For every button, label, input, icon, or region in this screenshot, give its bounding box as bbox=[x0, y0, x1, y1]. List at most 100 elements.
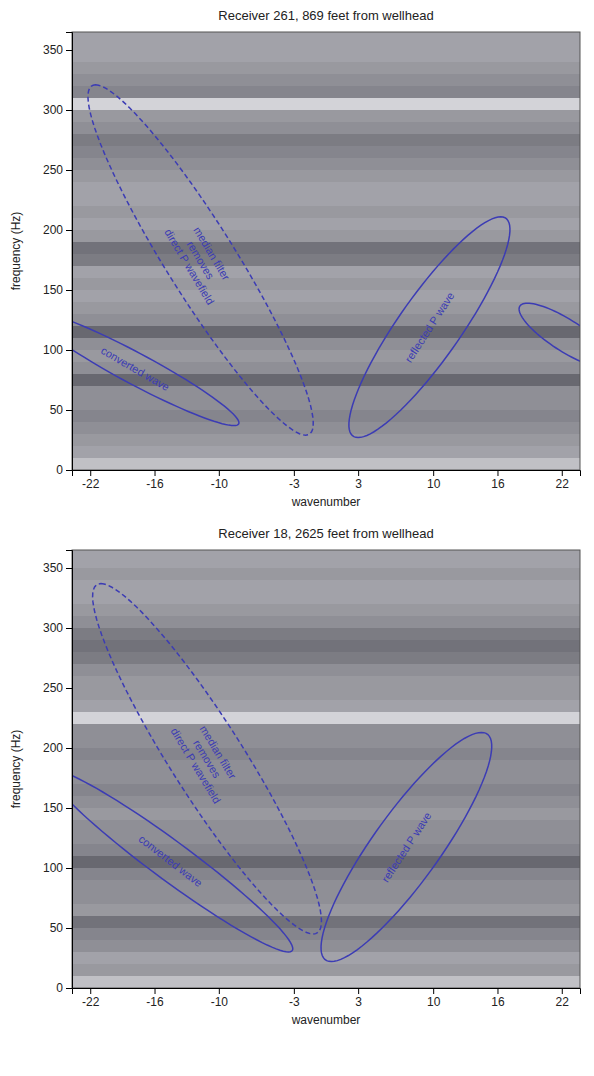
heat-row bbox=[72, 796, 580, 808]
x-tick-mark bbox=[294, 470, 295, 476]
y-tick-label: 0 bbox=[56, 463, 63, 477]
heat-row bbox=[72, 952, 580, 964]
heat-row bbox=[72, 568, 580, 580]
x-axis-title: wavenumber bbox=[291, 1013, 361, 1027]
heat-row bbox=[72, 338, 580, 350]
heat-row bbox=[72, 182, 580, 194]
x-tick-label: -16 bbox=[146, 477, 164, 491]
heat-row bbox=[72, 242, 580, 254]
heat-row bbox=[72, 326, 580, 338]
x-tick-mark bbox=[90, 470, 91, 476]
y-tick-mark bbox=[66, 568, 72, 569]
y-tick: 350 bbox=[43, 561, 72, 575]
annotation-text: reflected P wave bbox=[402, 290, 456, 365]
y-tick: 150 bbox=[43, 801, 72, 815]
y-tick-mark bbox=[66, 808, 72, 809]
x-tick-mark bbox=[433, 988, 434, 994]
x-tick: -16 bbox=[146, 470, 164, 491]
x-tick-label: 22 bbox=[556, 477, 570, 491]
y-tick-mark bbox=[66, 290, 72, 291]
heat-row bbox=[72, 146, 580, 158]
heat-row bbox=[72, 302, 580, 314]
ellipse-label: converted wave bbox=[136, 832, 204, 889]
x-tick-label: -16 bbox=[146, 995, 164, 1009]
x-tick-label: 16 bbox=[491, 477, 505, 491]
y-tick: 50 bbox=[50, 403, 72, 417]
annotation-text: reflected P wave bbox=[379, 810, 433, 884]
heat-row bbox=[72, 904, 580, 916]
ellipse bbox=[88, 85, 313, 435]
heat-row bbox=[72, 110, 580, 122]
heat-row bbox=[72, 580, 580, 592]
heat-row bbox=[72, 434, 580, 446]
ellipse bbox=[519, 303, 580, 368]
x-tick: -22 bbox=[82, 988, 100, 1009]
ellipse bbox=[72, 770, 293, 952]
x-tick-label: 22 bbox=[556, 995, 570, 1009]
x-axis: -22-16-10-33101622 bbox=[73, 470, 581, 491]
heat-row bbox=[72, 194, 580, 206]
y-tick-label: 250 bbox=[43, 163, 63, 177]
y-axis-title: frequency (Hz) bbox=[9, 730, 23, 809]
heat-row bbox=[72, 856, 580, 868]
x-tick-label: -3 bbox=[289, 477, 300, 491]
x-tick-mark bbox=[155, 470, 156, 476]
x-tick: 10 bbox=[427, 470, 441, 491]
x-tick: -3 bbox=[289, 470, 300, 491]
y-axis: 050100150200250300350 bbox=[43, 551, 73, 996]
x-tick: 22 bbox=[556, 988, 570, 1009]
x-tick-mark bbox=[358, 988, 359, 994]
y-tick-mark bbox=[66, 988, 72, 989]
y-tick: 50 bbox=[50, 921, 72, 935]
heat-row bbox=[72, 808, 580, 820]
x-tick-mark bbox=[358, 470, 359, 476]
x-tick-mark bbox=[90, 988, 91, 994]
ellipse bbox=[72, 312, 239, 426]
heat-row bbox=[72, 748, 580, 760]
x-tick-label: 16 bbox=[491, 995, 505, 1009]
ellipse-label: reflected P wave bbox=[379, 810, 433, 884]
figure: median filterremovesdirect P wavefield co… bbox=[0, 0, 594, 1076]
plot-area bbox=[72, 550, 580, 988]
y-tick-label: 350 bbox=[43, 43, 63, 57]
x-tick-label: 10 bbox=[427, 995, 441, 1009]
y-axis-line bbox=[66, 33, 73, 471]
y-tick: 300 bbox=[43, 621, 72, 635]
panel: median filterremovesdirect P wavefield co… bbox=[9, 526, 581, 1027]
heat-row bbox=[72, 928, 580, 940]
y-tick-mark bbox=[66, 170, 72, 171]
heat-row bbox=[72, 50, 580, 62]
ellipse bbox=[321, 732, 492, 961]
ellipse bbox=[93, 584, 322, 934]
annotation-text: direct P wavefield bbox=[169, 726, 224, 806]
chart-title: Receiver 18, 2625 feet from wellhead bbox=[218, 526, 433, 541]
heat-row bbox=[72, 386, 580, 398]
y-tick-label: 250 bbox=[43, 681, 63, 695]
y-tick-label: 300 bbox=[43, 621, 63, 635]
y-tick-mark bbox=[66, 628, 72, 629]
y-tick-label: 200 bbox=[43, 223, 63, 237]
heat-row bbox=[72, 206, 580, 218]
x-tick-label: 10 bbox=[427, 477, 441, 491]
y-tick-label: 350 bbox=[43, 561, 63, 575]
x-tick-label: -22 bbox=[82, 995, 100, 1009]
heat-row bbox=[72, 880, 580, 892]
annotation-text: direct P wavefield bbox=[162, 227, 217, 307]
y-tick: 250 bbox=[43, 681, 72, 695]
x-tick-label: 3 bbox=[355, 995, 362, 1009]
y-tick-mark bbox=[66, 470, 72, 471]
y-tick-label: 100 bbox=[43, 343, 63, 357]
heat-row bbox=[72, 122, 580, 134]
heat-row bbox=[72, 158, 580, 170]
heat-row bbox=[72, 868, 580, 880]
heat-row bbox=[72, 550, 580, 556]
x-tick-mark bbox=[497, 470, 498, 476]
y-tick: 0 bbox=[56, 463, 72, 477]
heat-row bbox=[72, 676, 580, 688]
y-tick-mark bbox=[66, 230, 72, 231]
heat-row bbox=[72, 940, 580, 952]
x-tick-label: 3 bbox=[355, 477, 362, 491]
x-tick: -3 bbox=[289, 988, 300, 1009]
ellipse-label: median filterremovesdirect P wavefield bbox=[169, 712, 246, 805]
heat-row bbox=[72, 422, 580, 434]
